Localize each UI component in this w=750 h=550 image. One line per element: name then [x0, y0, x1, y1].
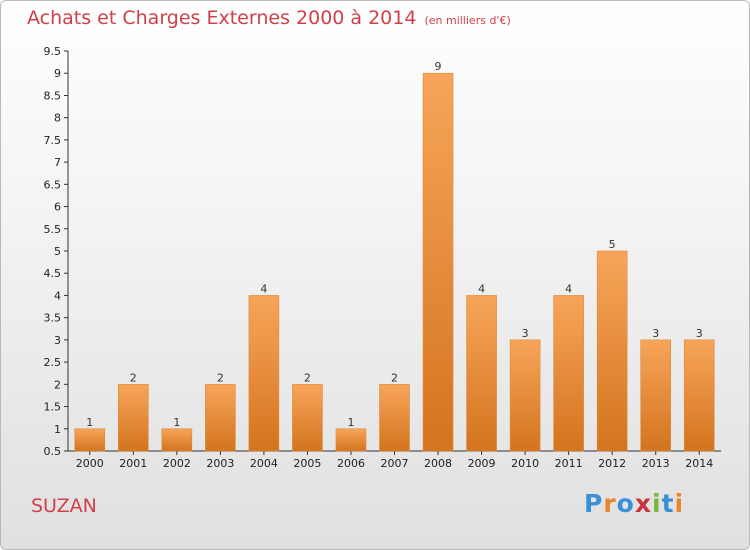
y-tick-label: 6.5 — [44, 178, 62, 191]
y-tick-label: 8 — [54, 112, 61, 125]
bar-value-label: 3 — [696, 327, 703, 340]
commune-name: SUZAN — [31, 495, 97, 517]
bar — [292, 384, 323, 452]
x-tick-label: 2013 — [642, 457, 670, 470]
bar — [205, 384, 236, 452]
x-tick-label: 2010 — [511, 457, 539, 470]
y-tick-label: 5 — [54, 245, 61, 258]
x-tick-label: 2001 — [119, 457, 147, 470]
y-tick-label: 6 — [54, 201, 61, 214]
bar-value-label: 2 — [391, 371, 398, 384]
logo-letter: i — [652, 489, 662, 518]
y-tick-label: 0.5 — [44, 445, 62, 458]
bar-value-label: 4 — [260, 282, 267, 295]
y-tick-label: 1.5 — [44, 401, 62, 414]
bar — [683, 339, 715, 452]
chart-title: Achats et Charges Externes 2000 à 2014 (e… — [27, 7, 511, 29]
logo-letter: r — [603, 489, 617, 518]
bar-value-label: 1 — [173, 416, 180, 429]
y-tick-label: 5.5 — [44, 223, 62, 236]
bar — [74, 428, 106, 452]
logo-letter: t — [661, 489, 675, 518]
y-tick-label: 7.5 — [44, 134, 62, 147]
bar — [248, 295, 280, 452]
bar-value-label: 1 — [86, 416, 93, 429]
bar-value-label: 2 — [217, 371, 224, 384]
bar — [553, 295, 584, 452]
bar-value-label: 4 — [565, 282, 572, 295]
x-tick-label: 2006 — [337, 457, 365, 470]
bar-value-label: 5 — [609, 238, 616, 251]
bar — [161, 428, 193, 452]
bar — [118, 384, 149, 452]
bar-value-label: 9 — [435, 60, 442, 73]
bar — [422, 72, 454, 452]
y-tick-label: 1 — [54, 423, 61, 436]
chart-subtitle: (en milliers d'€) — [424, 14, 511, 27]
x-tick-label: 2008 — [424, 457, 452, 470]
y-tick-label: 4 — [54, 289, 61, 302]
x-tick-label: 2000 — [76, 457, 104, 470]
bar-value-label: 2 — [304, 371, 311, 384]
x-tick-label: 2011 — [555, 457, 583, 470]
bar — [640, 339, 672, 452]
x-tick-label: 2007 — [381, 457, 409, 470]
x-tick-label: 2002 — [163, 457, 191, 470]
logo-letter: o — [616, 489, 635, 518]
x-tick-label: 2009 — [468, 457, 496, 470]
bar — [596, 250, 628, 452]
bar-value-label: 2 — [130, 371, 137, 384]
bar — [509, 339, 541, 452]
bar-value-label: 4 — [478, 282, 485, 295]
y-tick-label: 9.5 — [44, 45, 62, 58]
bar-value-label: 3 — [652, 327, 659, 340]
bar-value-label: 1 — [347, 416, 354, 429]
bars: 1 2 1 2 4 2 1 2 9 4 3 4 5 3 3 — [74, 60, 715, 452]
bar — [466, 295, 497, 452]
y-tick-label: 3.5 — [44, 312, 62, 325]
chart-title-text: Achats et Charges Externes 2000 à 2014 — [27, 7, 417, 29]
y-tick-label: 2 — [54, 378, 61, 391]
bar-value-label: 3 — [522, 327, 529, 340]
logo-letter: i — [674, 489, 685, 518]
x-tick-label: 2005 — [293, 457, 321, 470]
y-tick-label: 7 — [54, 156, 61, 169]
x-tick-label: 2014 — [685, 457, 713, 470]
proxiti-logo: Proxiti — [584, 489, 684, 518]
logo-letter: x — [634, 489, 652, 518]
y-tick-label: 8.5 — [44, 89, 62, 102]
logo-letter: P — [584, 489, 604, 518]
x-tick-label: 2004 — [250, 457, 278, 470]
y-tick-label: 4.5 — [44, 267, 62, 280]
bar — [335, 428, 367, 452]
x-tick-label: 2003 — [206, 457, 234, 470]
x-tick-label: 2012 — [598, 457, 626, 470]
y-tick-label: 2.5 — [44, 356, 62, 369]
bar — [379, 384, 410, 452]
y-tick-label: 3 — [54, 334, 61, 347]
y-tick-label: 9 — [54, 67, 61, 80]
